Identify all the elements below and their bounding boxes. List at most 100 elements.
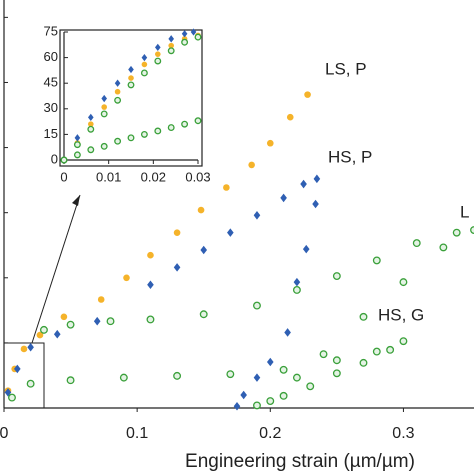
- x-tick-label: 0: [0, 425, 9, 442]
- marker: [53, 329, 61, 339]
- marker: [88, 113, 94, 121]
- marker: [173, 229, 181, 236]
- marker: [199, 310, 208, 319]
- inset-frame: [59, 29, 203, 167]
- y-tick-label: 60: [44, 49, 58, 64]
- x-tick-label: 0.1: [126, 425, 148, 442]
- marker: [114, 88, 121, 95]
- marker: [127, 134, 135, 142]
- marker: [332, 272, 341, 281]
- marker: [292, 285, 301, 294]
- x-tick-label: 0.03: [185, 169, 210, 184]
- marker: [147, 280, 154, 290]
- marker: [399, 278, 408, 287]
- marker: [226, 370, 235, 379]
- x-tick-label: 0.02: [141, 169, 166, 184]
- x-tick-label: 0: [60, 169, 67, 184]
- marker: [140, 130, 148, 138]
- marker: [147, 251, 154, 259]
- marker: [97, 296, 105, 303]
- marker: [286, 113, 294, 121]
- marker: [27, 342, 34, 352]
- marker: [173, 371, 182, 380]
- marker: [372, 347, 381, 356]
- marker: [155, 51, 161, 57]
- marker: [73, 141, 81, 149]
- y-tick-label: 30: [44, 100, 58, 115]
- marker: [181, 38, 189, 46]
- marker: [168, 35, 174, 43]
- marker: [253, 401, 261, 410]
- marker: [26, 379, 35, 388]
- marker: [66, 376, 75, 385]
- marker: [197, 206, 205, 214]
- marker: [39, 325, 48, 334]
- marker: [313, 174, 321, 184]
- marker: [279, 365, 288, 374]
- arrow-head: [72, 195, 80, 206]
- marker: [14, 364, 21, 374]
- marker: [168, 42, 174, 49]
- marker: [266, 357, 274, 367]
- marker: [300, 179, 307, 189]
- marker: [248, 161, 255, 169]
- series-label: HS, G: [378, 305, 424, 324]
- marker: [312, 199, 319, 209]
- marker: [227, 228, 234, 237]
- y-tick-label: 0: [51, 151, 58, 166]
- marker: [233, 401, 241, 411]
- marker: [439, 243, 448, 252]
- series-label: HS, P: [328, 147, 372, 166]
- marker: [181, 120, 189, 128]
- y-tick-label: 45: [44, 75, 58, 90]
- marker: [114, 79, 121, 87]
- marker: [319, 350, 328, 359]
- marker: [266, 397, 275, 406]
- x-tick-label: 0.01: [96, 169, 121, 184]
- series-label: L: [460, 202, 469, 221]
- marker: [412, 239, 421, 248]
- marker: [8, 393, 16, 402]
- marker: [359, 312, 368, 321]
- x-tick-label: 0.2: [259, 425, 281, 442]
- marker: [114, 96, 122, 104]
- x-tick-label: 0.3: [392, 425, 414, 442]
- marker: [372, 256, 381, 265]
- marker: [181, 30, 188, 38]
- marker: [60, 156, 68, 164]
- marker: [253, 210, 261, 220]
- marker: [253, 301, 261, 310]
- marker: [114, 137, 122, 145]
- series-label: LS, P: [325, 59, 367, 78]
- marker: [36, 331, 44, 339]
- marker: [386, 345, 395, 354]
- marker: [359, 358, 368, 367]
- marker: [87, 125, 95, 133]
- marker: [88, 121, 94, 127]
- marker: [279, 391, 288, 400]
- marker: [332, 356, 341, 365]
- marker: [73, 151, 81, 159]
- marker: [194, 117, 202, 125]
- marker: [87, 146, 95, 154]
- marker: [293, 277, 301, 287]
- marker: [173, 263, 181, 272]
- marker: [200, 245, 208, 255]
- marker: [266, 139, 274, 147]
- x-axis-label: Engineering strain (µm/µm): [185, 451, 415, 472]
- marker: [253, 373, 261, 382]
- marker: [123, 274, 130, 282]
- marker: [101, 104, 107, 110]
- marker: [101, 94, 107, 103]
- marker: [167, 124, 175, 132]
- marker: [167, 47, 175, 55]
- marker: [20, 345, 28, 353]
- marker: [332, 369, 341, 378]
- marker: [128, 65, 134, 74]
- marker: [74, 134, 81, 142]
- marker: [284, 328, 291, 337]
- marker: [292, 373, 301, 382]
- marker: [280, 193, 287, 203]
- marker: [304, 91, 311, 98]
